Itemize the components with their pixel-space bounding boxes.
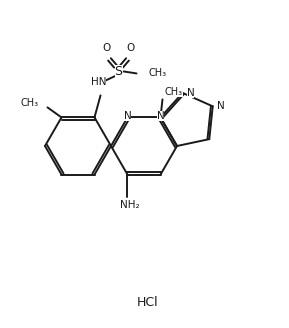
Text: S: S — [114, 65, 123, 78]
Text: CH₃: CH₃ — [149, 69, 167, 78]
Text: NH₂: NH₂ — [120, 199, 139, 210]
Text: N: N — [157, 112, 164, 121]
Text: O: O — [126, 43, 135, 53]
Text: N: N — [124, 112, 131, 121]
Text: CH₃: CH₃ — [164, 88, 183, 97]
Text: N: N — [217, 101, 225, 111]
Text: O: O — [102, 43, 111, 53]
Text: HCl: HCl — [137, 297, 159, 310]
Text: N: N — [187, 88, 194, 98]
Text: HN: HN — [91, 77, 106, 88]
Text: CH₃: CH₃ — [21, 98, 38, 109]
